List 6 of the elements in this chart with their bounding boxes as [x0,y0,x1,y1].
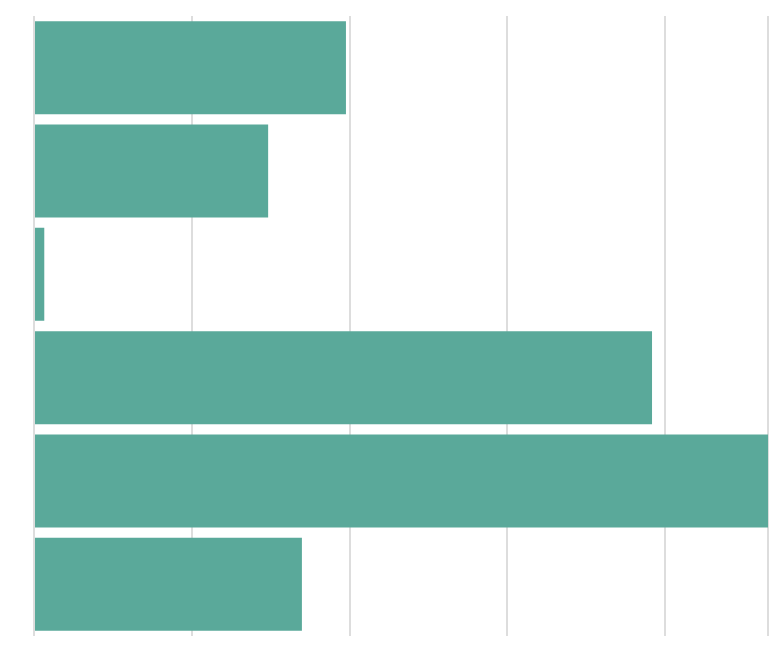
bar [35,21,346,115]
bar [35,331,653,425]
bar [35,124,269,218]
bar [35,434,768,528]
bar [35,227,45,321]
bar [35,537,302,631]
